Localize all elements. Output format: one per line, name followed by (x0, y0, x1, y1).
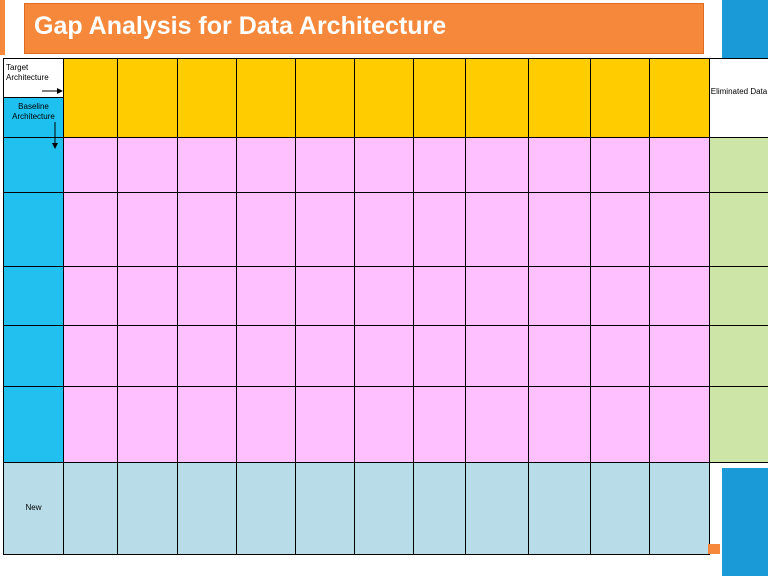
header-cell (465, 58, 529, 138)
gap-cell (117, 325, 178, 387)
gap-cell (413, 192, 466, 267)
new-cell (177, 462, 237, 555)
title: Gap Analysis for Data Architecture (34, 12, 447, 40)
gap-cell (236, 266, 296, 326)
new-cell (117, 462, 178, 555)
gap-cell (354, 386, 414, 463)
gap-cell (117, 266, 178, 326)
new-cell (649, 462, 710, 555)
gap-cell (649, 192, 710, 267)
new-cell (413, 462, 466, 555)
corner-target: Target Architecture (3, 58, 64, 98)
gap-cell (528, 386, 591, 463)
gap-cell (590, 137, 650, 193)
gap-cell (117, 192, 178, 267)
gap-cell (117, 386, 178, 463)
header-cell (354, 58, 414, 138)
gap-cell (413, 137, 466, 193)
gap-cell (649, 325, 710, 387)
gap-cell (528, 137, 591, 193)
gap-cell (649, 386, 710, 463)
eliminated-cell (709, 325, 768, 387)
gap-cell (63, 192, 118, 267)
gap-cell (63, 386, 118, 463)
header-cell (117, 58, 178, 138)
gap-cell (236, 192, 296, 267)
row-label (3, 386, 64, 463)
gap-cell (590, 192, 650, 267)
page-marker (708, 544, 720, 554)
gap-cell (354, 325, 414, 387)
gap-cell (295, 192, 355, 267)
row-label: New (3, 462, 64, 555)
new-cell (295, 462, 355, 555)
gap-cell (590, 325, 650, 387)
gap-cell (63, 266, 118, 326)
gap-cell (236, 386, 296, 463)
gap-cell (236, 137, 296, 193)
gap-cell (465, 192, 529, 267)
gap-cell (117, 137, 178, 193)
gap-cell (528, 325, 591, 387)
new-cell (63, 462, 118, 555)
gap-cell (413, 325, 466, 387)
new-cell (354, 462, 414, 555)
gap-cell (465, 325, 529, 387)
header-cell (177, 58, 237, 138)
gap-cell (354, 192, 414, 267)
eliminated-cell (709, 266, 768, 326)
gap-cell (528, 266, 591, 326)
gap-cell (295, 266, 355, 326)
corner-baseline: Baseline Architecture (3, 97, 64, 138)
gap-cell (649, 266, 710, 326)
gap-cell (295, 137, 355, 193)
gap-cell (177, 137, 237, 193)
row-label (3, 325, 64, 387)
gap-cell (465, 137, 529, 193)
eliminated-cell (709, 192, 768, 267)
gap-cell (295, 325, 355, 387)
header-cell (590, 58, 650, 138)
row-label (3, 266, 64, 326)
eliminated-cell (709, 386, 768, 463)
gap-cell (413, 266, 466, 326)
header-cell (236, 58, 296, 138)
gap-cell (177, 325, 237, 387)
gap-cell (465, 266, 529, 326)
eliminated-cell (709, 137, 768, 193)
header-cell (295, 58, 355, 138)
row-label (3, 192, 64, 267)
side-bar (722, 468, 768, 576)
gap-cell (590, 266, 650, 326)
header-cell (63, 58, 118, 138)
gap-cell (354, 266, 414, 326)
gap-cell (177, 192, 237, 267)
gap-cell (295, 386, 355, 463)
header-cell (649, 58, 710, 138)
gap-cell (236, 325, 296, 387)
new-cell (465, 462, 529, 555)
gap-cell (465, 386, 529, 463)
title-bar: Gap Analysis for Data Architecture (24, 3, 704, 54)
gap-cell (177, 386, 237, 463)
gap-cell (413, 386, 466, 463)
gap-cell (177, 266, 237, 326)
gap-cell (63, 325, 118, 387)
gap-cell (63, 137, 118, 193)
new-cell (236, 462, 296, 555)
new-cell (528, 462, 591, 555)
header-cell (528, 58, 591, 138)
new-cell (590, 462, 650, 555)
accent-bar (0, 0, 5, 55)
gap-cell (528, 192, 591, 267)
row-label (3, 137, 64, 193)
gap-cell (649, 137, 710, 193)
header-cell (413, 58, 466, 138)
gap-cell (590, 386, 650, 463)
gap-cell (354, 137, 414, 193)
header-cell: Eliminated Data (709, 58, 768, 138)
